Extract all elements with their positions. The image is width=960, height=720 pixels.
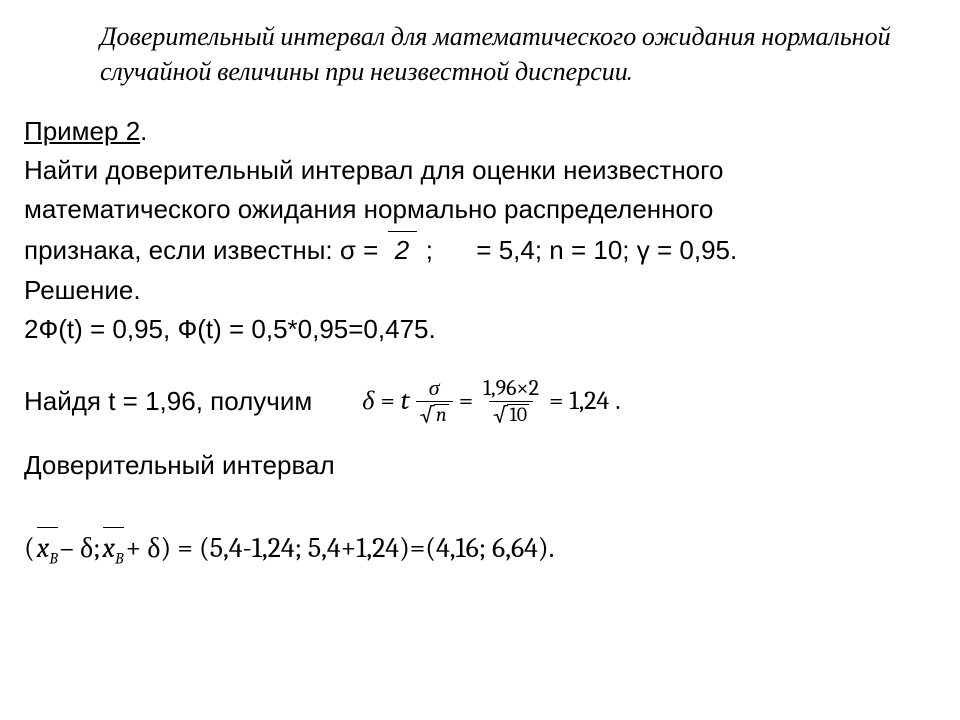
example-label: Пример 2: [24, 116, 140, 146]
xbar-2-sub: B: [115, 549, 124, 567]
sqrt-icon-1: √n: [420, 404, 449, 426]
slide-body: Пример 2. Найти доверительный интервал д…: [0, 90, 960, 570]
problem-l3-pre: признака, если известны: σ =: [24, 235, 378, 265]
phi-line: 2Ф(t) = 0,95, Ф(t) = 0,5*0,95=0,475.: [24, 312, 936, 347]
interval-rest: + δ) = (5,4-1,24; 5,4+1,24)=(4,16; 6,64)…: [126, 530, 555, 568]
interval-label: Доверительный интервал: [24, 448, 936, 483]
slide-title: Доверительный интервал для математическо…: [0, 0, 960, 90]
example-label-line: Пример 2.: [24, 114, 936, 149]
frac-2: 1,96×2 √10: [479, 377, 543, 426]
spacer-3: [24, 487, 936, 509]
frac2-den: √10: [489, 401, 533, 426]
frac2-den-val: 10: [507, 404, 529, 425]
xbar-1-sub: B: [49, 549, 58, 567]
problem-line-1: Найти доверительный интервал для оценки …: [24, 153, 936, 188]
frac-1: σ √n: [416, 377, 453, 426]
interval-minus-part: – δ;: [60, 530, 101, 568]
spacer-2: [24, 434, 936, 448]
eq-3: =: [549, 384, 563, 419]
interval-open: (: [24, 530, 35, 568]
spacer: [24, 351, 936, 369]
problem-l3-post: ; = 5,4; n = 10; γ = 0,95.: [426, 235, 737, 265]
slide: Доверительный интервал для математическо…: [0, 0, 960, 720]
sigma-value: 2: [395, 235, 409, 265]
xbar-inline-icon: 2: [388, 231, 417, 268]
problem-line-3: признака, если известны: σ = 2 ; = 5,4; …: [24, 231, 936, 268]
frac1-den: √n: [416, 401, 453, 426]
xbar-2: xB: [103, 527, 124, 570]
frac1-num: σ: [425, 377, 444, 401]
xbar-1: xB: [37, 527, 58, 570]
example-label-dot: .: [140, 116, 147, 146]
delta-t: t: [401, 384, 410, 419]
xbar-1-x: x: [37, 532, 50, 564]
problem-line-2: математического ожидания нормально распр…: [24, 192, 936, 227]
delta-lhs: δ: [362, 384, 374, 419]
frac1-den-val: n: [434, 404, 449, 425]
delta-dot: .: [615, 384, 620, 419]
delta-result: 1,24: [569, 384, 609, 419]
t-and-delta-row: Найдя t = 1,96, получим δ = t σ √n = 1,9…: [24, 377, 936, 426]
delta-formula: δ = t σ √n = 1,96×2 √10 = 1,24: [362, 377, 620, 426]
xbar-2-x: x: [103, 532, 116, 564]
frac2-num: 1,96×2: [479, 377, 543, 401]
sqrt-icon-2: √10: [493, 404, 529, 426]
interval-expression: ( xB – δ; xB + δ) = (5,4-1,24; 5,4+1,24)…: [24, 527, 936, 570]
eq-1: =: [380, 384, 394, 419]
solution-label: Решение.: [24, 273, 936, 308]
t-line: Найдя t = 1,96, получим: [24, 384, 312, 419]
eq-2: =: [459, 384, 473, 419]
